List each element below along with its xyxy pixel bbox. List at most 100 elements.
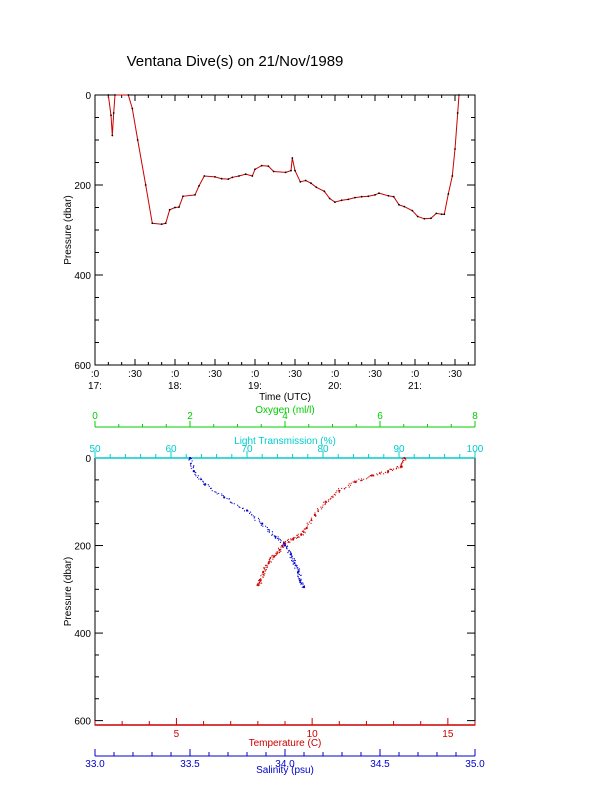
x-tick-label: :30	[368, 369, 382, 380]
x-tick-label: :30	[128, 369, 142, 380]
x-tick-label: :30	[448, 369, 462, 380]
temperature-scatter-dot	[337, 488, 340, 490]
temperature-scatter-dot	[275, 552, 277, 554]
salinity-scatter-dot	[298, 570, 300, 572]
temperature-scatter-dot	[259, 581, 261, 583]
salinity-scatter-dot	[215, 491, 217, 493]
temperature-scatter-dot	[301, 533, 303, 536]
x-tick-label: 19:	[248, 381, 262, 392]
y-axis-label: Pressure (dbar)	[63, 195, 74, 264]
salinity-scatter-dot	[279, 541, 281, 544]
temperature-scatter-dot	[282, 546, 284, 548]
temperature-scatter-dot	[386, 472, 388, 474]
light-tick-label: 100	[467, 444, 484, 455]
salinity-scatter-dot	[260, 522, 262, 524]
temperature-scatter-dot	[278, 551, 280, 553]
salinity-tick-label: 34.5	[370, 759, 390, 770]
temperature-scatter-dot	[391, 469, 394, 472]
temperature-scatter-dot	[306, 527, 308, 529]
temperature-scatter-dot	[382, 473, 385, 475]
temperature-scatter-dot	[349, 484, 352, 486]
salinity-scatter-dot	[291, 555, 293, 558]
salinity-scatter-dot	[271, 531, 274, 533]
temperature-scatter-dot	[302, 534, 305, 536]
temperature-scatter-dot	[256, 584, 258, 586]
temperature-scatter-dot	[294, 536, 296, 539]
salinity-scatter-dot	[192, 467, 194, 469]
salinity-scatter-dot	[248, 512, 251, 514]
temperature-scatter-dot	[266, 565, 268, 567]
x-tick-label: 20:	[328, 381, 342, 392]
salinity-scatter-dot	[293, 560, 295, 562]
temperature-scatter-dot	[404, 458, 407, 460]
salinity-scatter-dot	[290, 554, 292, 556]
salinity-scatter-dot	[282, 545, 284, 547]
oxygen-tick-label: 2	[187, 411, 193, 422]
salinity-scatter-dot	[302, 584, 304, 586]
temperature-scatter-dot	[304, 532, 306, 534]
salinity-scatter-dot	[188, 459, 190, 461]
pressure-point	[127, 94, 130, 96]
salinity-scatter-dot	[193, 465, 195, 467]
temperature-scatter-dot	[321, 508, 323, 510]
salinity-point	[188, 456, 192, 460]
salinity-point	[204, 483, 207, 486]
salinity-scatter-dot	[277, 539, 280, 541]
x-tick-label: :0	[251, 369, 260, 380]
salinity-scatter-dot	[193, 470, 195, 472]
salinity-scatter-dot	[294, 567, 296, 569]
salinity-scatter-dot	[251, 514, 253, 516]
pressure-point	[231, 176, 234, 179]
temperature-scatter-dot	[387, 470, 389, 473]
pressure-point	[334, 201, 336, 204]
x-tick-label: :0	[171, 369, 180, 380]
temperature-scatter-dot	[264, 573, 266, 575]
temperature-scatter-dot	[332, 496, 334, 499]
temperature-scatter-dot	[339, 489, 341, 492]
temperature-scatter-dot	[384, 471, 387, 473]
temperature-scatter-dot	[354, 480, 356, 482]
salinity-scatter-dot	[291, 558, 293, 560]
temperature-scatter-dot	[341, 487, 343, 489]
temperature-scatter-dot	[369, 475, 371, 477]
temperature-scatter-dot	[306, 525, 308, 527]
salinity-scatter-dot	[247, 510, 249, 512]
salinity-scatter-dot	[289, 550, 291, 553]
pressure-point	[454, 148, 456, 150]
salinity-scatter-dot	[297, 576, 300, 578]
pressure-point	[398, 203, 400, 206]
pressure-point	[151, 222, 154, 225]
salinity-scatter-dot	[208, 485, 210, 487]
temperature-scatter-dot	[308, 521, 310, 523]
temperature-scatter-dot	[403, 459, 405, 461]
salinity-scatter-dot	[289, 557, 291, 559]
temperature-tick-label: 10	[307, 729, 319, 740]
temperature-scatter-dot	[285, 543, 287, 545]
temperature-scatter-dot	[358, 478, 360, 480]
pressure-time-chart: 0200400600:017::30:018::30:019::30:020::…	[63, 91, 476, 403]
x-axis-label: Time (UTC)	[259, 392, 311, 403]
salinity-scatter-dot	[202, 481, 205, 483]
salinity-scatter-dot	[254, 519, 256, 521]
temperature-scatter-dot	[311, 519, 313, 521]
temperature-scatter-dot	[333, 493, 335, 495]
y-tick-label: 200	[74, 542, 91, 553]
salinity-scatter-dot	[260, 524, 262, 526]
temperature-scatter-dot	[402, 460, 404, 463]
temperature-scatter-dot	[324, 503, 326, 506]
pressure-point	[198, 185, 200, 187]
temperature-scatter-dot	[322, 504, 324, 506]
temperature-scatter-dot	[336, 490, 338, 492]
temperature-scatter-dot	[320, 506, 322, 508]
salinity-scatter-dot	[297, 575, 299, 577]
salinity-scatter-dot	[300, 580, 302, 582]
temperature-scatter-dot	[314, 514, 316, 516]
salinity-scatter-dot	[252, 515, 254, 517]
oxygen-tick-label: 6	[377, 411, 383, 422]
temperature-scatter-dot	[298, 536, 300, 538]
light-axis-label: Light Transmission (%)	[234, 436, 336, 447]
y-tick-label: 0	[85, 91, 91, 102]
salinity-scatter-dot	[242, 507, 244, 509]
pressure-point	[347, 198, 350, 201]
salinity-scatter-dot	[298, 578, 300, 580]
